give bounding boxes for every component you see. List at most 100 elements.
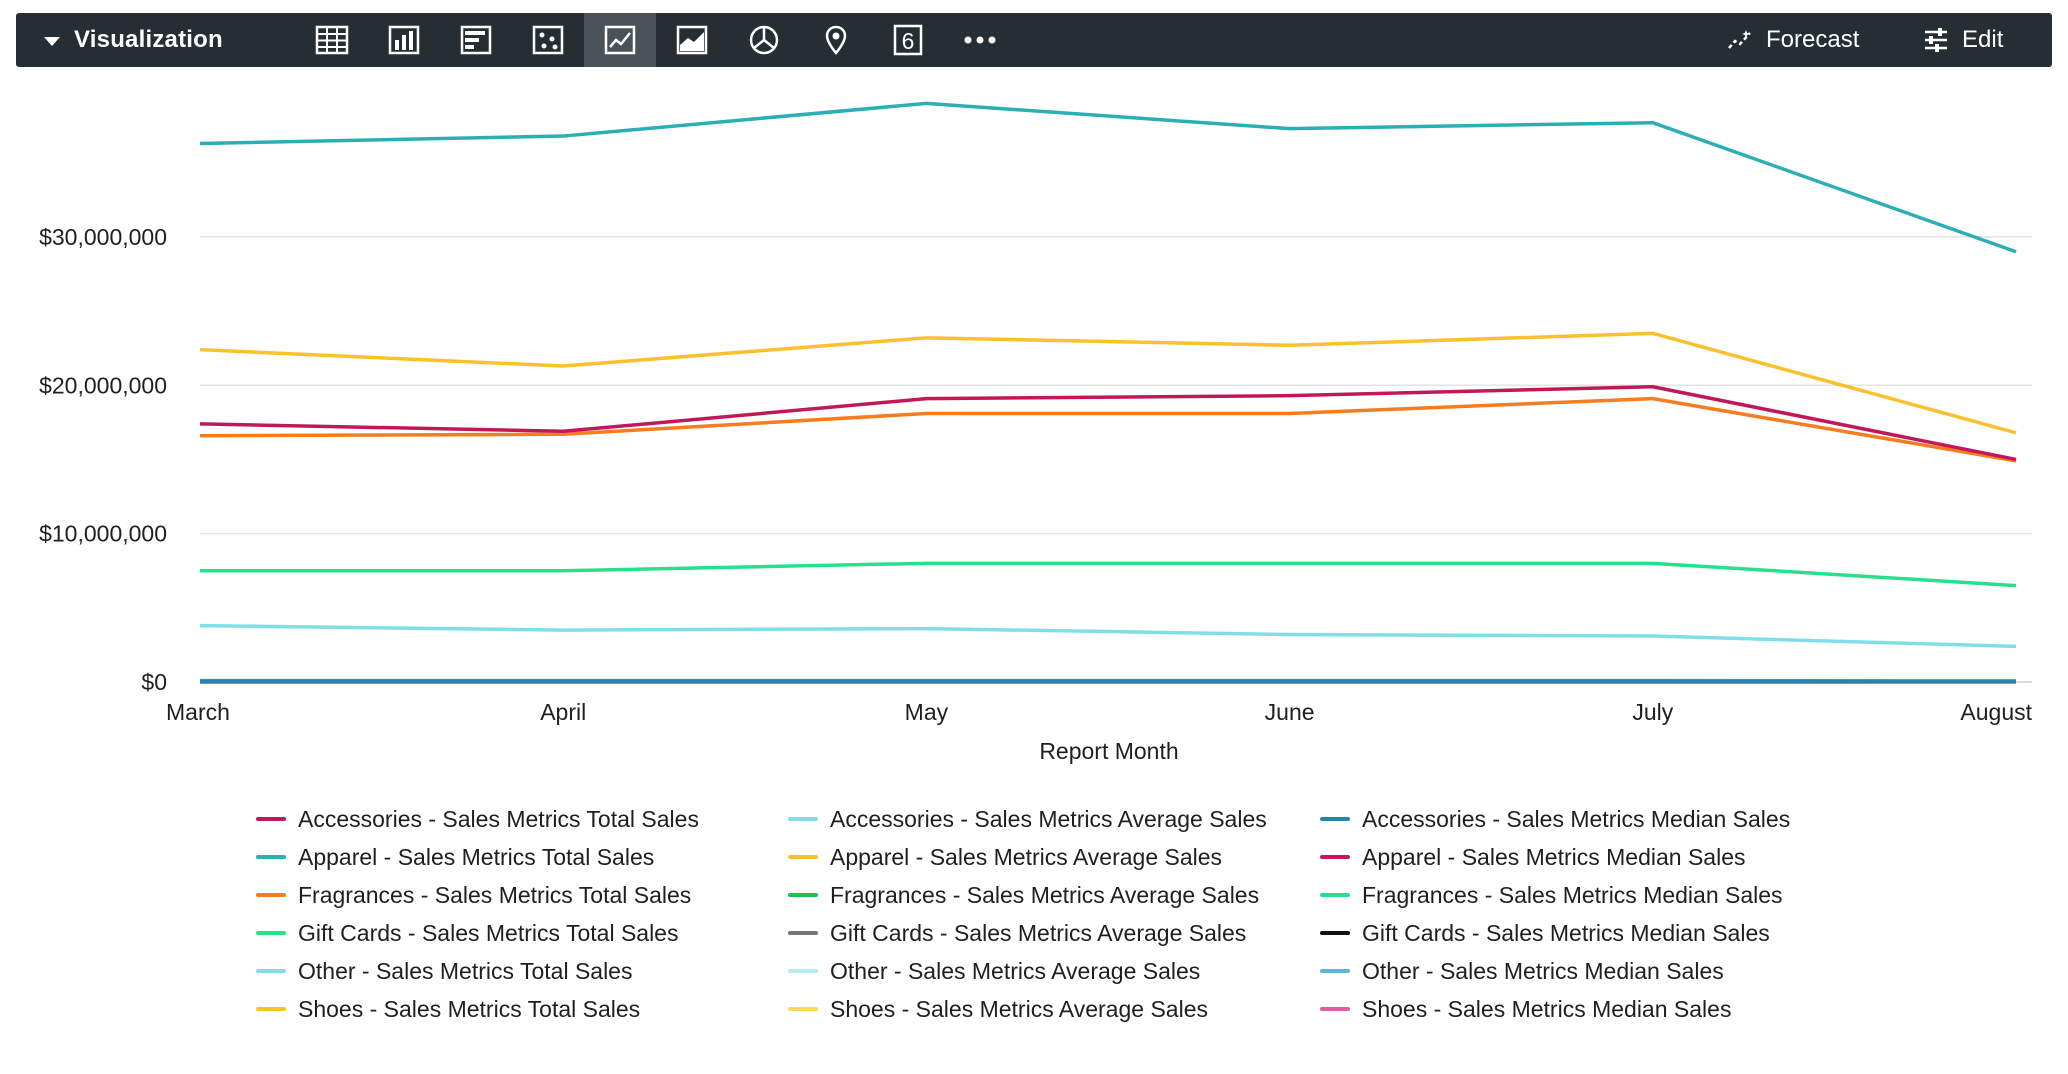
edit-button[interactable]: Edit: [1922, 13, 2003, 67]
legend-swatch: [788, 893, 818, 897]
legend-item[interactable]: Other - Sales Metrics Total Sales: [256, 952, 788, 990]
more-viz-button[interactable]: [944, 13, 1016, 67]
legend-swatch: [1320, 893, 1350, 897]
legend-label: Other - Sales Metrics Average Sales: [830, 957, 1201, 984]
legend-item[interactable]: Apparel - Sales Metrics Median Sales: [1320, 838, 1820, 876]
x-tick-label: July: [1632, 699, 1673, 725]
line-chart: $0 $10,000,000 $20,000,000 $30,000,000 Marc…: [39, 101, 2033, 764]
legend-swatch: [788, 931, 818, 935]
legend-label: Other - Sales Metrics Median Sales: [1362, 957, 1724, 984]
bar-viz-icon: [460, 25, 492, 55]
series-line[interactable]: [199, 623, 2017, 649]
scatter-viz-icon: [532, 25, 564, 55]
legend-swatch: [788, 1007, 818, 1011]
caret-down-icon: [44, 36, 60, 46]
legend-label: Gift Cards - Sales Metrics Average Sales: [830, 919, 1247, 946]
legend-label: Accessories - Sales Metrics Average Sale…: [830, 805, 1267, 832]
legend-label: Fragrances - Sales Metrics Median Sales: [1362, 881, 1783, 908]
series-line[interactable]: [200, 561, 2017, 588]
legend-swatch: [788, 969, 818, 973]
legend-item[interactable]: Accessories - Sales Metrics Total Sales: [256, 800, 788, 838]
forecast-button[interactable]: Forecast: [1726, 13, 1859, 67]
legend-item[interactable]: Gift Cards - Sales Metrics Median Sales: [1320, 914, 1820, 952]
x-tick-label: April: [540, 699, 586, 725]
grid-lines: [200, 236, 2032, 683]
bar-viz-button[interactable]: [440, 13, 512, 67]
legend-swatch: [256, 931, 286, 935]
more-viz-icon: [964, 36, 996, 44]
series-line[interactable]: [199, 101, 2017, 254]
legend-label: Fragrances - Sales Metrics Total Sales: [298, 881, 692, 908]
legend-swatch: [788, 855, 818, 859]
single-value-glyph: 6: [902, 28, 915, 54]
legend-item[interactable]: Shoes - Sales Metrics Total Sales: [256, 990, 788, 1028]
visualization-toggle[interactable]: Visualization: [44, 13, 223, 67]
edit-label: Edit: [1962, 26, 2004, 53]
legend-item[interactable]: Shoes - Sales Metrics Median Sales: [1320, 990, 1820, 1028]
legend-swatch: [1320, 1007, 1350, 1011]
legend-label: Gift Cards - Sales Metrics Median Sales: [1362, 919, 1770, 946]
legend-item[interactable]: Accessories - Sales Metrics Median Sales: [1320, 800, 1820, 838]
legend-item[interactable]: Apparel - Sales Metrics Total Sales: [256, 838, 788, 876]
y-tick-label: $10,000,000: [39, 521, 167, 547]
column-viz-icon: [388, 25, 420, 55]
pie-viz-icon: [749, 25, 779, 55]
legend-label: Shoes - Sales Metrics Average Sales: [830, 995, 1208, 1022]
table-viz-button[interactable]: [296, 13, 368, 67]
x-axis-tick-labels: March April May June July August: [166, 699, 2033, 725]
legend-label: Shoes - Sales Metrics Total Sales: [298, 995, 641, 1022]
legend-swatch: [1320, 855, 1350, 859]
x-tick-label: June: [1265, 699, 1315, 725]
legend-item[interactable]: Gift Cards - Sales Metrics Total Sales: [256, 914, 788, 952]
column-viz-button[interactable]: [368, 13, 440, 67]
x-tick-label: May: [905, 699, 949, 725]
single-value-viz-button[interactable]: 6: [872, 13, 944, 67]
legend-item[interactable]: Gift Cards - Sales Metrics Average Sales: [788, 914, 1320, 952]
pie-viz-button[interactable]: [728, 13, 800, 67]
y-axis-tick-labels: $0 $10,000,000 $20,000,000 $30,000,000: [39, 224, 167, 695]
legend-swatch: [788, 817, 818, 821]
legend-item[interactable]: Fragrances - Sales Metrics Average Sales: [788, 876, 1320, 914]
legend-label: Accessories - Sales Metrics Total Sales: [298, 805, 699, 832]
legend-item[interactable]: Fragrances - Sales Metrics Median Sales: [1320, 876, 1820, 914]
y-tick-label: $30,000,000: [39, 224, 167, 250]
y-tick-label: $20,000,000: [39, 372, 167, 398]
legend-swatch: [1320, 931, 1350, 935]
forecast-label: Forecast: [1766, 26, 1860, 53]
legend-label: Apparel - Sales Metrics Total Sales: [298, 843, 655, 870]
series-line[interactable]: [199, 385, 2017, 462]
legend-swatch: [256, 855, 286, 859]
line-viz-icon: [604, 25, 636, 55]
legend-item[interactable]: Accessories - Sales Metrics Average Sale…: [788, 800, 1320, 838]
map-pin-viz-icon: [825, 25, 847, 55]
legend-item[interactable]: Fragrances - Sales Metrics Total Sales: [256, 876, 788, 914]
area-viz-button[interactable]: [656, 13, 728, 67]
x-tick-label: August: [1960, 699, 2032, 725]
x-axis-title: Report Month: [1039, 738, 1178, 764]
legend-label: Gift Cards - Sales Metrics Total Sales: [298, 919, 679, 946]
legend-swatch: [256, 1007, 286, 1011]
visualization-title: Visualization: [74, 26, 223, 53]
area-viz-icon: [676, 25, 708, 55]
legend-item[interactable]: Apparel - Sales Metrics Average Sales: [788, 838, 1320, 876]
legend-swatch: [256, 969, 286, 973]
x-tick-label: March: [166, 699, 230, 725]
legend-item[interactable]: Other - Sales Metrics Average Sales: [788, 952, 1320, 990]
legend-label: Accessories - Sales Metrics Median Sales: [1362, 805, 1791, 832]
chart-legend: Accessories - Sales Metrics Total Sales A…: [256, 800, 1816, 1028]
legend-item[interactable]: Other - Sales Metrics Median Sales: [1320, 952, 1820, 990]
map-pin-viz-button[interactable]: [800, 13, 872, 67]
legend-item[interactable]: Shoes - Sales Metrics Average Sales: [788, 990, 1320, 1028]
legend-swatch: [1320, 817, 1350, 821]
legend-label: Shoes - Sales Metrics Median Sales: [1362, 995, 1732, 1022]
legend-swatch: [1320, 969, 1350, 973]
legend-label: Apparel - Sales Metrics Median Sales: [1362, 843, 1746, 870]
line-viz-button[interactable]: [584, 13, 656, 67]
series-line[interactable]: [199, 331, 2017, 435]
legend-label: Fragrances - Sales Metrics Average Sales: [830, 881, 1260, 908]
legend-label: Apparel - Sales Metrics Average Sales: [830, 843, 1223, 870]
series-line[interactable]: [199, 396, 2017, 463]
legend-swatch: [256, 893, 286, 897]
legend-label: Other - Sales Metrics Total Sales: [298, 957, 633, 984]
scatter-viz-button[interactable]: [512, 13, 584, 67]
